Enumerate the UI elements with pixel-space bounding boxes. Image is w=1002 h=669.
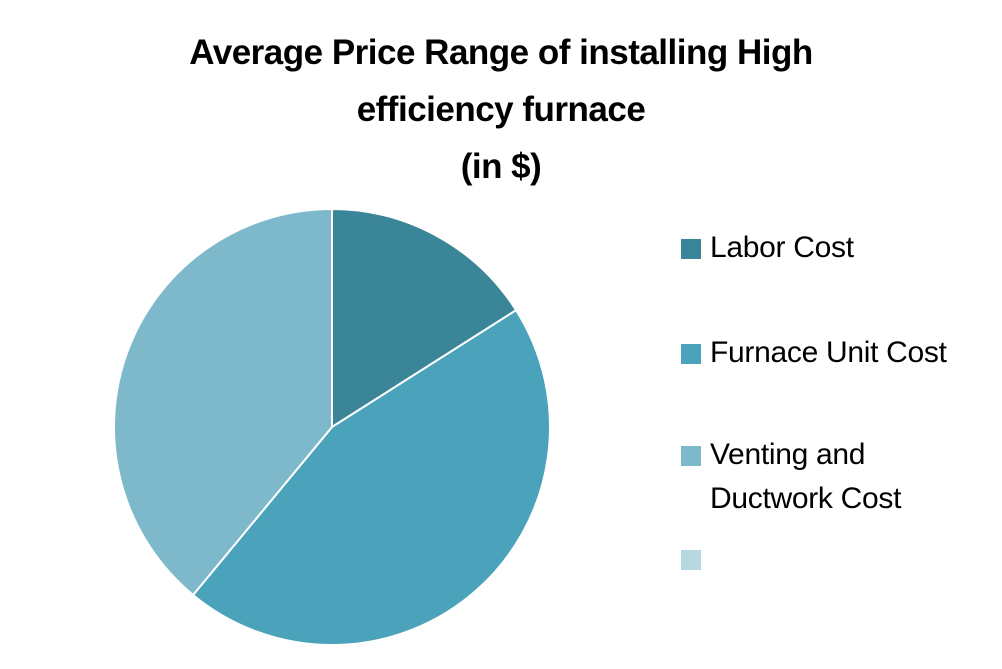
chart-title-line-1: Average Price Range of installing High [189,33,813,72]
pie-slices [113,208,551,646]
legend-label-venting-line-1: Venting and [710,438,866,471]
legend-label-venting-ductwork-cost: Venting and Ductwork Cost [710,433,901,521]
legend-swatch-venting-ductwork-cost [681,446,701,466]
pie-slice-furnace-unit-cost [192,309,551,646]
chart-title-line-3: (in $) [460,147,542,186]
pie-slice-venting-ductwork-cost [113,208,333,596]
legend-swatch-furnace-unit-cost [681,344,701,364]
legend-swatch-labor-cost [681,239,701,259]
chart-title: Average Price Range of installing High e… [0,24,1002,195]
legend-swatch-unlabeled [681,550,701,570]
legend-label-venting-line-2: Ductwork Cost [710,482,902,515]
legend-label-furnace-unit-cost: Furnace Unit Cost [710,336,947,369]
chart-title-line-2: efficiency furnace [356,90,646,129]
pie-slice-labor-cost [331,208,518,428]
legend-label-labor-cost: Labor Cost [710,231,854,264]
